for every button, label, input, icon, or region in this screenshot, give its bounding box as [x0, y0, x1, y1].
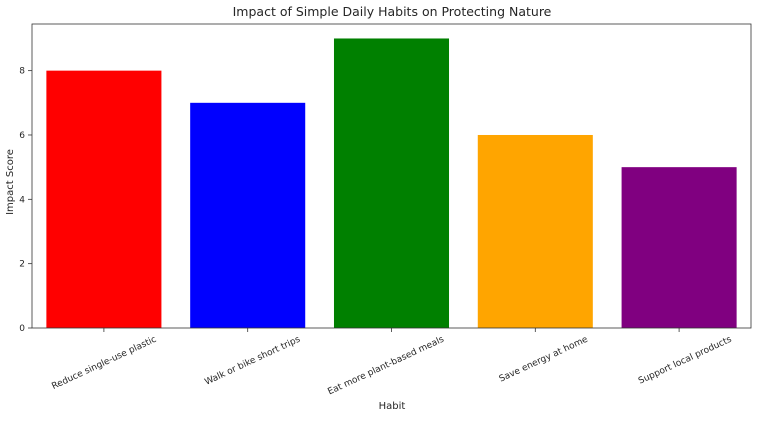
x-tick-label: Eat more plant-based meals	[326, 335, 446, 398]
x-axis-ticks: Reduce single-use plastic Walk or bike sh…	[50, 328, 734, 398]
x-tick-label: Reduce single-use plastic	[50, 335, 158, 392]
bar-2	[190, 102, 306, 328]
bar-4	[477, 134, 593, 328]
x-tick-label: Save energy at home	[498, 334, 590, 384]
y-tick-label: 0	[19, 324, 25, 334]
y-tick-label: 2	[19, 260, 25, 270]
y-tick-label: 8	[19, 67, 25, 77]
y-axis-label: Impact Score	[5, 149, 16, 215]
bar-5	[621, 167, 737, 328]
y-axis-ticks: 0 2 4 6 8	[19, 67, 32, 334]
chart-title: Impact of Simple Daily Habits on Protect…	[233, 4, 552, 19]
plot-frame	[31, 23, 752, 329]
x-tick-label: Walk or bike short trips	[203, 335, 302, 388]
bar-3	[333, 38, 450, 328]
x-axis-label: Habit	[379, 401, 406, 412]
bar-1	[46, 70, 162, 328]
y-tick-label: 4	[19, 195, 25, 205]
bars-group	[46, 38, 737, 328]
y-tick-label: 6	[19, 131, 25, 141]
x-tick-label: Support local products	[637, 335, 734, 387]
